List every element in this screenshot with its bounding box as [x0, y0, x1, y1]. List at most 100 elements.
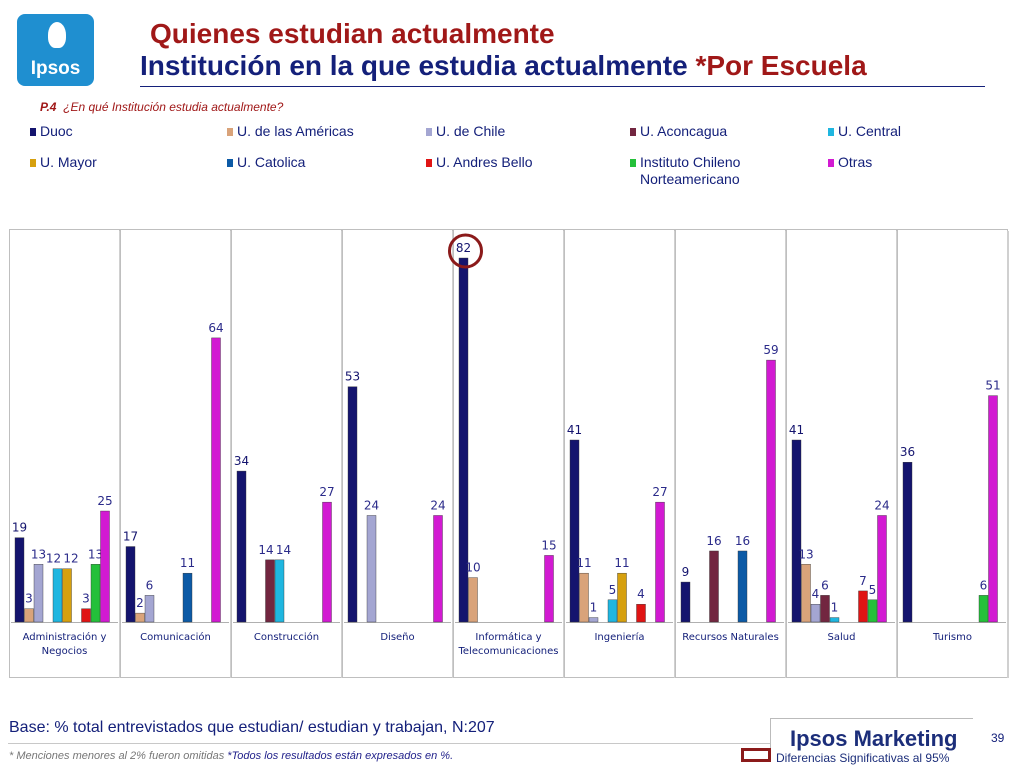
category-label: Administración y: [23, 631, 107, 643]
bar-turismo-duoc: [902, 461, 913, 623]
bar-salud-u-aconcagua: [820, 595, 830, 623]
data-label: 13: [798, 547, 813, 561]
bar-ingenieria-u-de-las-americas: [579, 572, 589, 623]
category-label: Negocios: [42, 646, 88, 657]
significance-highlight-circle: [448, 233, 483, 269]
page-subtitle: Institución en la que estudia actualment…: [140, 50, 867, 82]
bar-comunicacion-u-de-las-americas: [135, 612, 145, 623]
category-label: Salud: [828, 632, 856, 643]
data-label: 16: [735, 534, 750, 548]
page-number: 39: [991, 731, 1005, 745]
legend-item-u-de-las-americas: U. de las Américas: [227, 123, 354, 140]
data-label: 64: [208, 321, 223, 335]
bar-construccion-otras: [322, 501, 332, 623]
question-text: P.4 ¿En qué Institución estudia actualme…: [40, 100, 283, 114]
data-label: 24: [874, 498, 889, 512]
title-divider: [140, 86, 985, 87]
data-label: 51: [985, 379, 1000, 393]
question-code: P.4: [40, 100, 57, 114]
subtitle-main: Institución en la que estudia actualment…: [140, 50, 688, 81]
data-label: 14: [258, 543, 273, 557]
data-label: 24: [364, 498, 379, 512]
legend-swatch: [828, 159, 834, 167]
data-label: 36: [900, 445, 915, 459]
bar-salud-otras: [877, 515, 887, 623]
data-label: 11: [180, 556, 195, 570]
data-label: 3: [82, 592, 90, 606]
bar-administracion-y-negocios-u-de-chile: [33, 564, 44, 623]
bar-salud-instituto-chileno-norteamericano: [867, 599, 878, 623]
data-label: 27: [652, 485, 667, 499]
bar-salud-u-central: [829, 617, 840, 623]
bar-ingenieria-u-mayor: [617, 572, 627, 623]
data-label: 4: [637, 587, 645, 601]
category-label: Ingeniería: [594, 631, 644, 643]
footnote-percent: *Todos los resultados están expresados e…: [227, 750, 454, 762]
bar-comunicacion-u-de-chile: [144, 595, 155, 623]
category-label: Turismo: [932, 632, 972, 643]
logo-text: Ipsos: [30, 58, 81, 79]
data-label: 27: [319, 485, 334, 499]
data-label: 25: [97, 494, 112, 508]
legend-swatch: [30, 159, 36, 167]
legend-item-u-mayor: U. Mayor: [30, 154, 97, 171]
legend-swatch: [426, 159, 432, 167]
data-label: 17: [123, 530, 138, 544]
category-label: Informática y: [475, 631, 541, 643]
bar-construccion-u-aconcagua: [265, 559, 275, 623]
bar-administracion-y-negocios-duoc: [14, 537, 25, 623]
data-label: 59: [763, 343, 778, 357]
data-label: 7: [859, 574, 867, 588]
bar-ingenieria-u-andres-bello: [636, 604, 646, 623]
legend-item-u-de-chile: U. de Chile: [426, 123, 506, 140]
legend-item-u-central: U. Central: [828, 123, 902, 140]
question-label: ¿En qué Institución estudia actualmente?: [63, 100, 284, 114]
legend-label: U. Catolica: [237, 154, 306, 170]
data-label: 5: [869, 583, 877, 597]
footnote: * Menciones menores al 2% fueron omitida…: [9, 750, 453, 762]
bar-turismo-otras: [988, 395, 998, 623]
legend-swatch: [630, 128, 636, 136]
bar-turismo-instituto-chileno-norteamericano: [978, 595, 989, 623]
legend-item-duoc: Duoc: [30, 123, 73, 140]
base-note: Base: % total entrevistados que estudian…: [9, 719, 495, 736]
data-label: 82: [456, 241, 471, 255]
plot-area: [9, 229, 1013, 678]
significance-swatch: [741, 748, 771, 762]
legend-label: Otras: [838, 154, 873, 170]
significance-label: Diferencias Significativas al 95%: [776, 751, 950, 765]
legend-item-u-catolica: U. Catolica: [227, 154, 306, 171]
page-title: Quienes estudian actualmente: [150, 18, 555, 49]
legend-label: U. de las Américas: [237, 123, 354, 139]
bar-construccion-duoc: [236, 470, 247, 623]
category-label: Construcción: [254, 631, 319, 643]
bar-comunicacion-u-catolica: [182, 572, 193, 623]
data-label: 16: [706, 534, 721, 548]
data-label: 1: [590, 601, 598, 615]
bar-administracion-y-negocios-u-de-las-americas: [24, 608, 34, 623]
bar-salud-duoc: [791, 439, 802, 623]
brand-name: Ipsos Marketing: [790, 726, 958, 751]
bar-construccion-u-central: [274, 559, 285, 623]
subtitle-highlight: *Por Escuela: [695, 50, 867, 81]
legend-label: U. de Chile: [436, 123, 506, 139]
data-label: 6: [146, 578, 154, 592]
bar-recursos-naturales-u-catolica: [737, 550, 748, 623]
bar-comunicacion-otras: [211, 337, 221, 623]
bar-salud-u-de-chile: [810, 604, 821, 623]
data-label: 14: [276, 543, 291, 557]
bar-diseno-otras: [433, 515, 443, 623]
data-label: 6: [980, 578, 988, 592]
legend-label: U. Aconcagua: [640, 123, 728, 139]
legend-swatch: [426, 128, 432, 136]
legend-label: U. Central: [838, 123, 902, 139]
bar-administracion-y-negocios-u-mayor: [62, 568, 72, 623]
category-label: Telecomunicaciones: [457, 646, 558, 657]
legend-label: Instituto Chileno Norteamericano: [640, 154, 741, 187]
data-label: 34: [234, 454, 249, 468]
bar-informatica-y-telecomunicaciones-duoc: [458, 257, 469, 623]
data-label: 3: [25, 592, 33, 606]
bar-ingenieria-otras: [655, 501, 665, 623]
legend-item-instituto-chileno-norteamericano: Instituto Chileno Norteamericano: [630, 154, 741, 188]
legend-swatch: [227, 128, 233, 136]
